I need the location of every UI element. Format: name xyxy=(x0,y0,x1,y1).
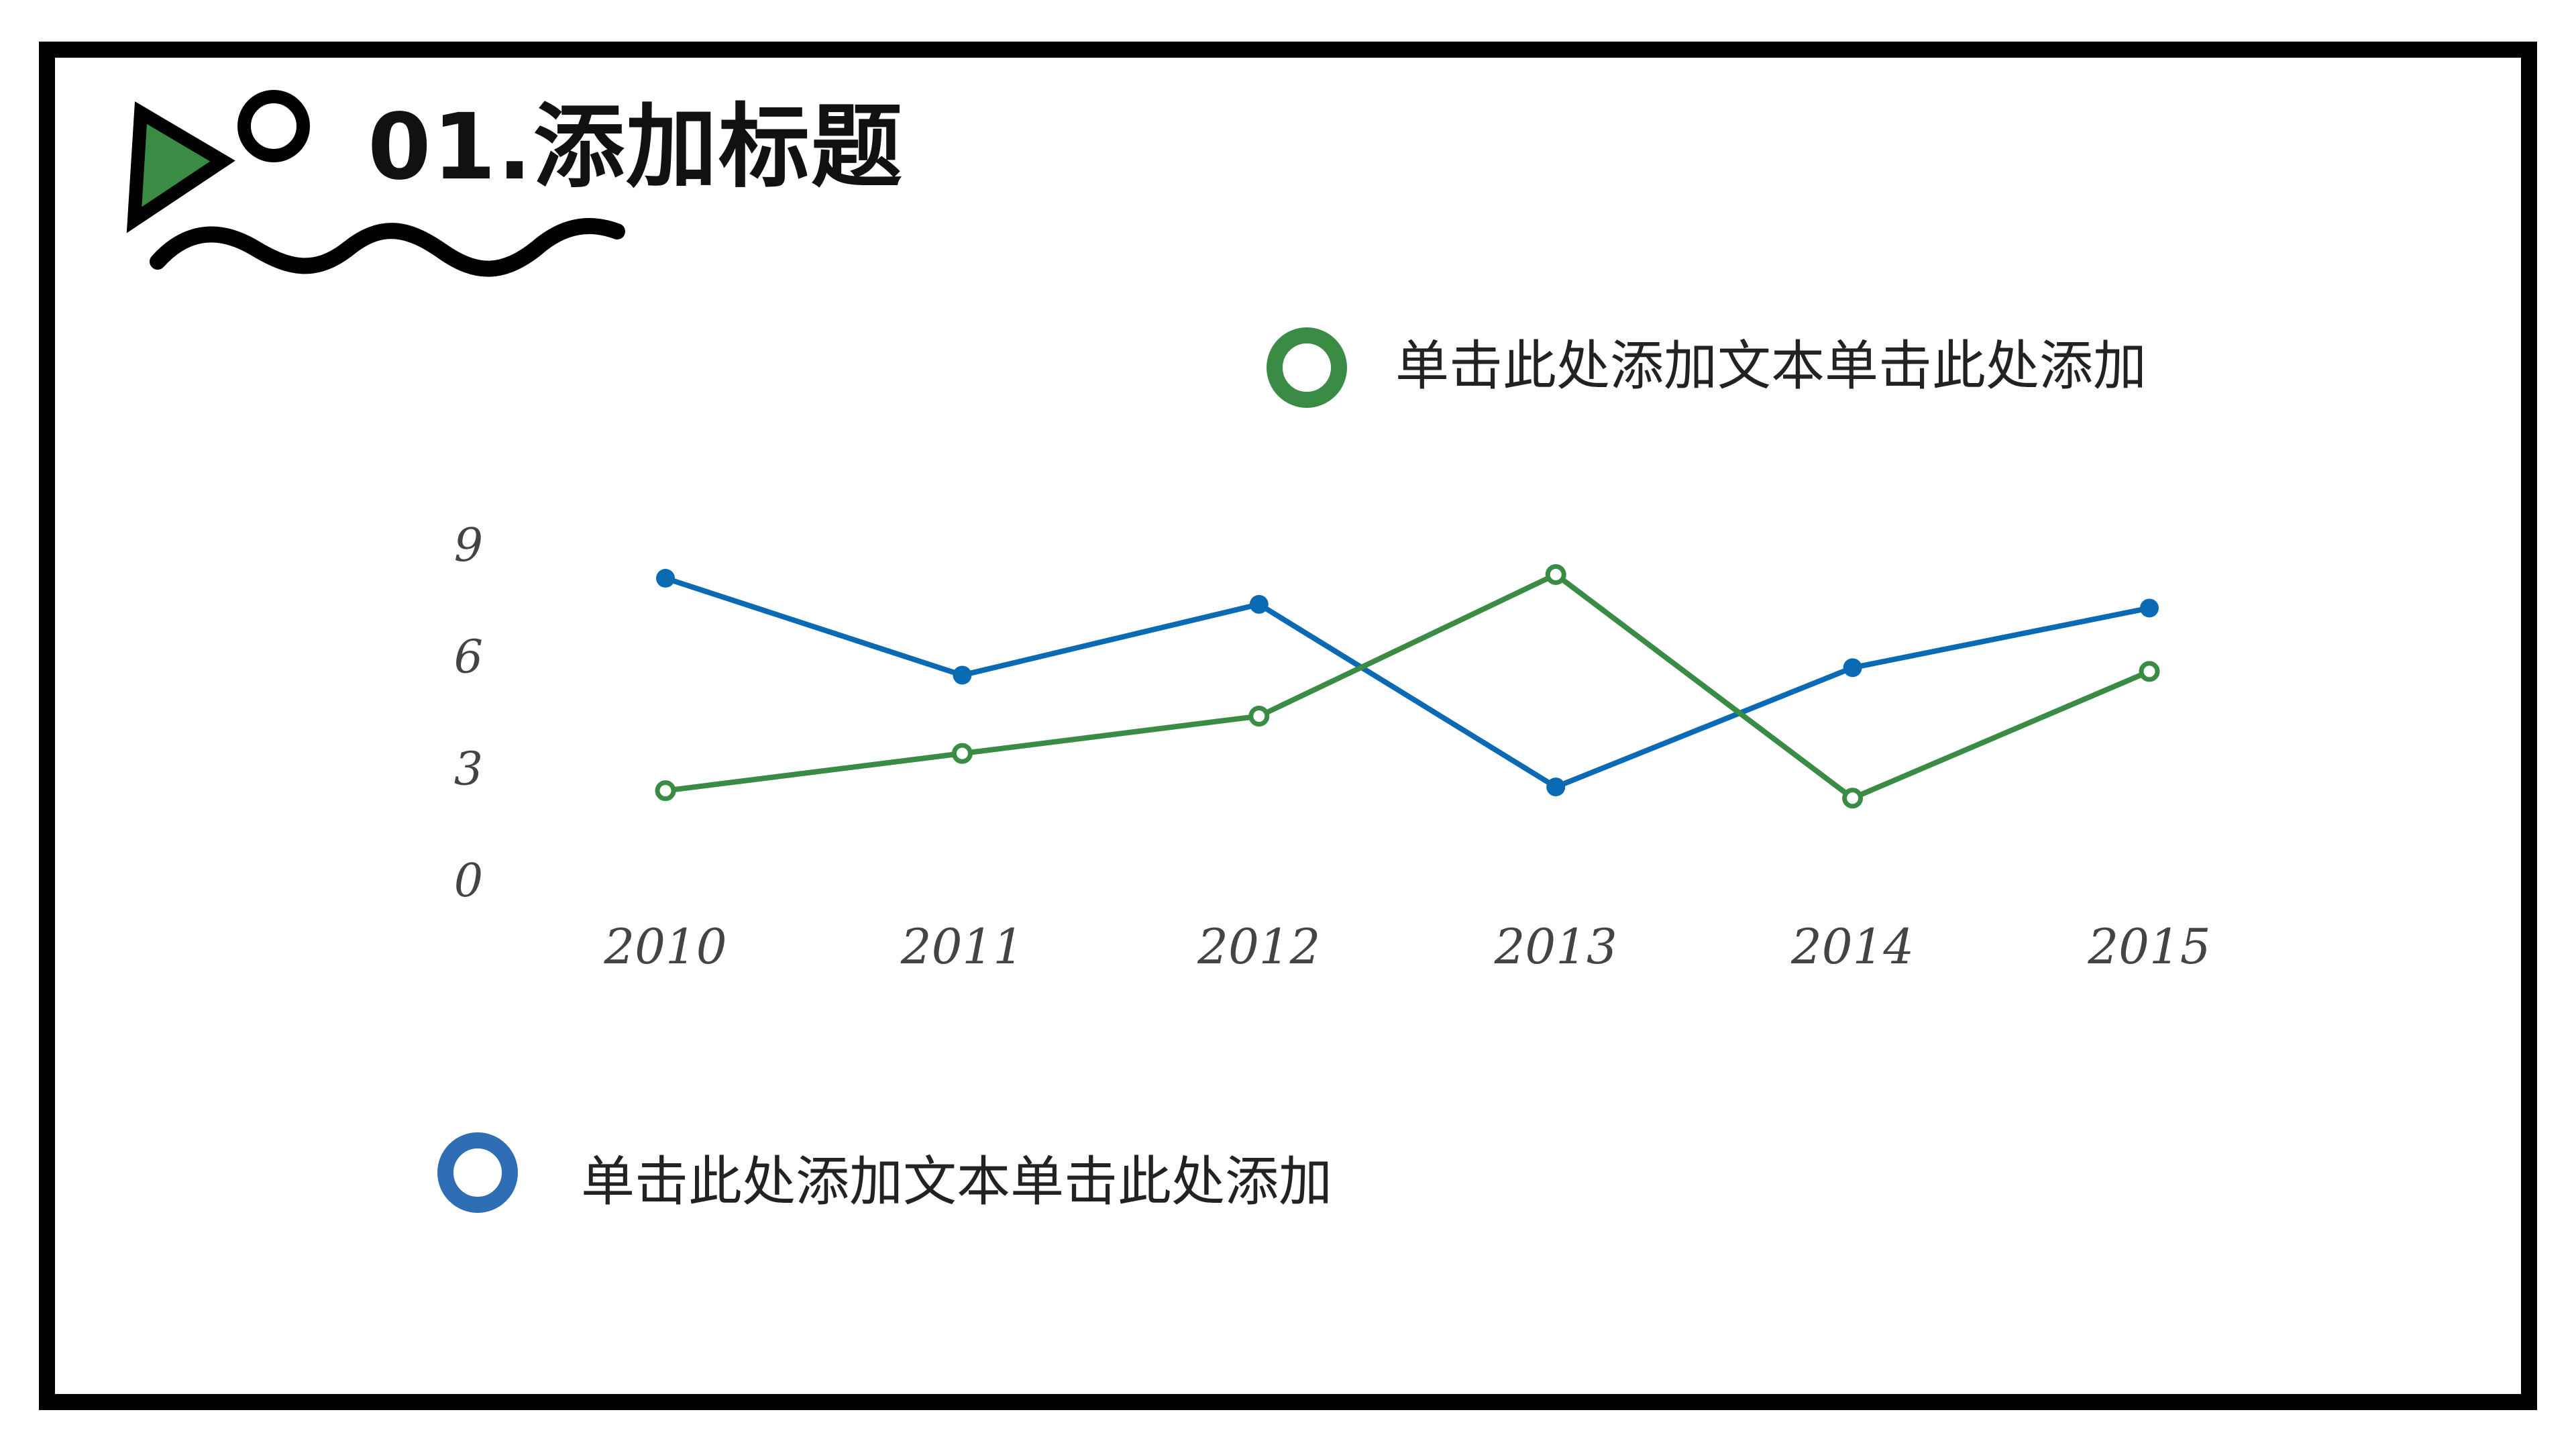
slide-title: 01.添加标题 xyxy=(368,95,904,201)
legend-green-text: 单击此处添加文本单击此处添加 xyxy=(1395,335,2147,397)
legend-blue-text: 单击此处添加文本单击此处添加 xyxy=(581,1150,1332,1213)
slide-frame xyxy=(39,42,2537,1410)
